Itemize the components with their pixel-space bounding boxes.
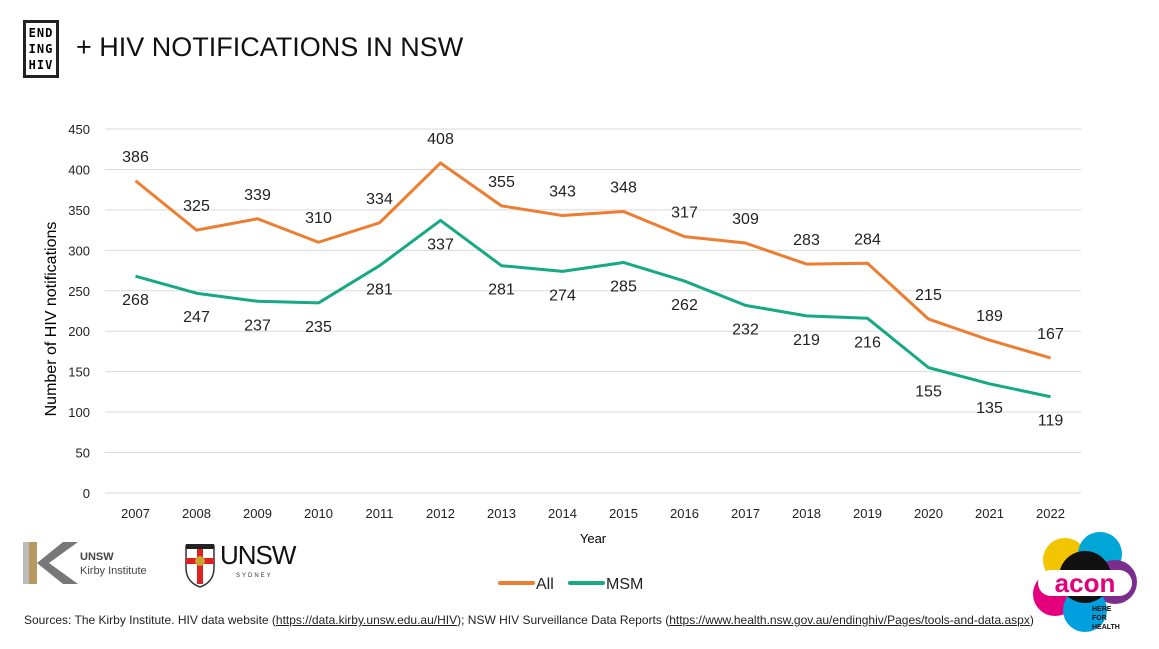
data-label: 219 [793, 332, 820, 349]
series-line-msm [135, 218, 1051, 399]
nsw-health-link[interactable]: https://www.health.nsw.gov.au/endinghiv/… [669, 613, 1030, 627]
y-tick-label: 300 [68, 243, 90, 258]
kirby-text: UNSW Kirby Institute [80, 550, 147, 578]
x-tick-label: 2021 [975, 506, 1004, 521]
data-label: 262 [671, 297, 698, 314]
ending-hiv-logo: END ING HIV [23, 20, 59, 78]
unsw-wordmark: UNSW [220, 540, 296, 570]
x-tick-label: 2022 [1036, 506, 1065, 521]
y-tick-label: 100 [68, 405, 90, 420]
acon-tag: FOR [1092, 615, 1107, 622]
acon-tag: HEALTH [1092, 624, 1120, 631]
logo-line: ING [28, 42, 54, 56]
data-label: 284 [854, 231, 881, 248]
x-tick-label: 2016 [670, 506, 699, 521]
data-label: 232 [732, 321, 759, 338]
x-tick-label: 2020 [914, 506, 943, 521]
x-tick-label: 2010 [304, 506, 333, 521]
x-tick-label: 2012 [426, 506, 455, 521]
x-tick-label: 2019 [853, 506, 882, 521]
y-tick-label: 400 [68, 162, 90, 177]
data-label: 215 [915, 287, 942, 304]
data-label: 119 [1038, 413, 1064, 430]
kirby-line: Kirby Institute [80, 565, 147, 577]
data-label: 334 [366, 191, 393, 208]
source-text: The Kirby Institute. HIV data website ( [74, 613, 276, 627]
source-text: ) [1029, 613, 1034, 627]
logo-line: END [28, 26, 54, 40]
x-tick-label: 2011 [366, 506, 394, 521]
x-tick-label: 2017 [731, 506, 760, 521]
data-label: 348 [610, 180, 637, 197]
x-tick-label: 2015 [609, 506, 638, 521]
data-label: 155 [915, 384, 942, 401]
data-label: 337 [427, 236, 454, 253]
data-label: 237 [244, 317, 271, 334]
x-tick-label: 2007 [121, 506, 150, 521]
y-tick-label: 350 [68, 203, 90, 218]
acon-wordmark: acon [1055, 568, 1116, 598]
data-label: 285 [610, 278, 637, 295]
data-label: 235 [305, 319, 332, 336]
series-line-all [134, 161, 1051, 360]
y-tick-label: 150 [68, 365, 90, 380]
kirby-data-link[interactable]: https://data.kirby.unsw.edu.au/HIV [275, 613, 458, 627]
x-tick-label: 2018 [792, 506, 821, 521]
y-tick-label: 200 [68, 324, 90, 339]
data-label: 281 [488, 282, 515, 299]
unsw-crest-icon [185, 544, 215, 588]
sources-label: Sources: [24, 613, 72, 627]
unsw-subtitle: SYDNEY [236, 573, 273, 579]
data-label: 216 [854, 334, 881, 351]
data-label: 135 [976, 400, 1003, 417]
y-tick-label: 0 [83, 486, 90, 501]
data-label: 386 [122, 149, 149, 166]
data-label: 310 [305, 210, 332, 227]
logo-line: HIV [28, 58, 54, 72]
kirby-logo [23, 542, 78, 584]
data-label: 268 [122, 292, 149, 309]
source-text: ); NSW HIV Surveillance Data Reports ( [457, 613, 670, 627]
data-label: 167 [1037, 326, 1064, 343]
data-label: 283 [793, 232, 820, 249]
data-label: 408 [427, 131, 454, 148]
data-label: 339 [244, 187, 271, 204]
x-tick-label: 2009 [243, 506, 272, 521]
data-label: 281 [366, 282, 393, 299]
data-label: 309 [732, 211, 759, 228]
kirby-line: UNSW [80, 551, 114, 563]
acon-tag: HERE [1092, 606, 1112, 613]
page-title: + HIV NOTIFICATIONS IN NSW [76, 32, 464, 62]
x-tick-label: 2008 [182, 506, 211, 521]
data-label: 343 [549, 184, 576, 201]
acon-logo: acon HERE FOR HEALTH [1033, 532, 1137, 632]
x-tick-label: 2013 [487, 506, 516, 521]
y-axis-label: Number of HIV notifications [43, 222, 60, 417]
legend-label: All [536, 576, 554, 593]
y-tick-label: 250 [68, 284, 90, 299]
data-label: 189 [976, 308, 1003, 325]
data-label: 247 [183, 309, 210, 326]
line-chart: 0 50 100 150 200 250 300 350 400 450 2007 2008 2009 2… [43, 122, 1081, 593]
data-label: 317 [671, 205, 698, 222]
x-tick-label: 2014 [548, 506, 577, 521]
legend-label: MSM [606, 576, 643, 593]
x-axis-label: Year [580, 531, 607, 546]
data-label: 355 [488, 174, 515, 191]
y-tick-label: 450 [68, 122, 90, 137]
sources: Sources: The Kirby Institute. HIV data w… [24, 613, 1034, 627]
data-label: 325 [183, 198, 210, 215]
data-label: 274 [549, 287, 576, 304]
y-tick-label: 50 [76, 446, 90, 461]
